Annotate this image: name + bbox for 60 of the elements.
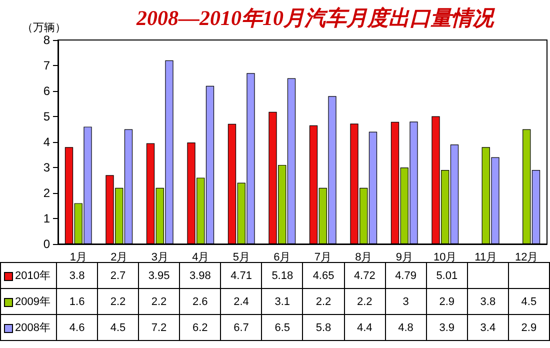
y-tick-label: 8 [43,33,50,47]
legend-label: 2010年 [0,262,57,288]
data-label: 4.5 [508,288,550,314]
data-label: 6.7 [220,314,262,340]
x-tick-label: 2月 [110,252,128,264]
x-tick-label: 10月 [434,252,457,264]
x-tick-label: 9月 [396,252,413,264]
data-label: 3.8 [56,262,98,288]
data-label: 2.9 [426,288,468,314]
data-label: 2.7 [98,262,138,288]
x-tick-label: 4月 [192,252,210,264]
data-label: 3.95 [138,262,180,288]
y-axis-title: （万辆） [22,21,66,35]
y-tick-label: 2 [43,186,50,200]
x-tick-label: 5月 [232,252,250,264]
data-label: 2.2 [344,288,386,314]
x-tick-label: 6月 [274,252,291,264]
data-label: 2.2 [138,288,180,314]
y-tick-label: 3 [43,160,50,174]
y-tick-label: 1 [43,212,50,226]
data-label: 2.2 [302,288,344,314]
x-tick-label: 8月 [355,252,372,264]
data-label: 3.4 [467,314,508,340]
data-label: 4.4 [344,314,386,340]
legend-label: 2009年 [0,288,57,314]
data-label: 5.8 [302,314,344,340]
x-tick-label: 3月 [151,252,168,264]
data-label: 5.18 [262,262,303,288]
data-label: 7.2 [138,314,180,340]
data-label: 3.9 [426,314,468,340]
chart-title: 2008—2010年10月汽车月度出口量情况 [136,6,494,30]
data-label: 5.01 [426,262,468,288]
data-label: 3 [385,288,426,314]
data-label: 2.2 [98,288,138,314]
data-label: 3.98 [180,262,221,288]
data-label: 3.1 [262,288,303,314]
data-label: 4.8 [385,314,426,340]
y-tick-label: 0 [43,237,50,251]
data-label: 4.5 [98,314,138,340]
data-label: 2.6 [180,288,221,314]
y-tick-label: 4 [43,135,50,149]
legend-label: 2008年 [0,314,57,340]
data-label: 1.6 [56,288,98,314]
data-label: 4.79 [385,262,426,288]
x-tick-label: 7月 [314,252,332,264]
data-label: 2.4 [220,288,262,314]
data-label: 2.9 [508,314,550,340]
y-tick-label: 6 [43,84,50,98]
data-label: 4.6 [56,314,98,340]
data-label: 6.2 [180,314,221,340]
data-label: 4.71 [220,262,262,288]
data-label: 3.8 [467,288,508,314]
data-label: 4.65 [302,262,344,288]
y-tick-label: 7 [43,58,50,72]
x-tick-label: 1月 [70,252,87,264]
x-tick-label: 12月 [515,252,538,264]
x-tick-label: 11月 [474,252,498,264]
data-label: 6.5 [262,314,303,340]
data-label: 4.72 [344,262,386,288]
y-tick-label: 5 [43,110,50,124]
